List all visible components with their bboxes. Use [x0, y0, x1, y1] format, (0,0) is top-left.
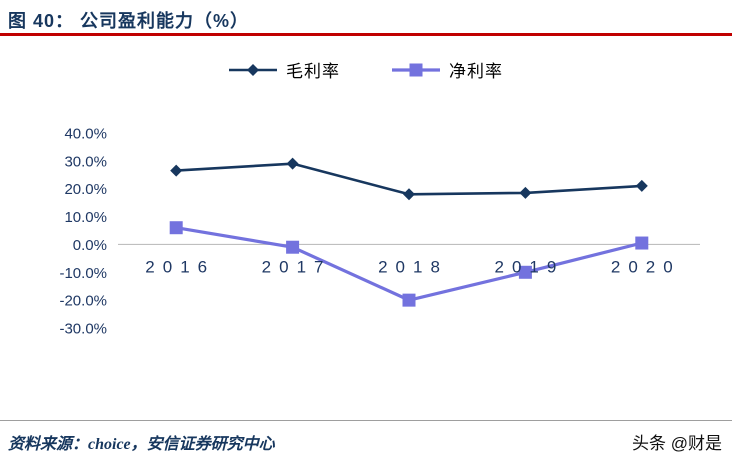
y-tick-label: 0.0%: [73, 237, 107, 254]
y-tick-label: -10.0%: [59, 265, 107, 282]
square-marker: [635, 236, 649, 250]
y-tick-label: 10.0%: [64, 209, 107, 226]
y-tick-label: 30.0%: [64, 153, 107, 170]
source-note: 资料来源：choice，安信证券研究中心: [8, 436, 275, 453]
watermark: 头条 @财是: [632, 434, 722, 453]
x-tick-label: 2019: [494, 257, 564, 276]
x-tick-label: 2017: [262, 257, 332, 276]
diamond-marker: [635, 179, 648, 192]
diamond-marker: [286, 157, 299, 170]
line-chart: 40.0% 30.0% 20.0% 10.0% 0.0% -10.0% -20.0% -30.…: [59, 126, 700, 338]
diamond-marker: [519, 186, 532, 199]
legend-item-毛利率: 毛利率: [229, 57, 340, 82]
chart-legend: 毛利率 净利率: [0, 57, 732, 82]
chart-area: 40.0% 30.0% 20.0% 10.0% 0.0% -10.0% -20.0% -30.…: [0, 100, 732, 360]
diamond-legend-marker-icon: [229, 63, 277, 76]
figure-title: 图 40： 公司盈利能力（%）: [8, 11, 250, 31]
square-marker: [169, 221, 183, 235]
title-underline-rule: [0, 33, 732, 36]
square-marker: [286, 240, 300, 254]
x-tick-label: 2020: [611, 257, 681, 276]
legend-label: 净利率: [449, 62, 503, 81]
legend-label: 毛利率: [286, 62, 340, 81]
y-tick-label: 40.0%: [64, 126, 107, 143]
x-tick-label: 2016: [145, 257, 215, 276]
diamond-marker: [170, 164, 183, 177]
square-legend-marker-icon: [392, 63, 440, 76]
figure-footer: 资料来源：choice，安信证券研究中心 头条 @财是: [0, 420, 732, 454]
x-tick-label: 2018: [378, 257, 448, 276]
diamond-marker: [403, 188, 415, 201]
y-tick-label: -20.0%: [59, 293, 107, 310]
legend-item-净利率: 净利率: [392, 57, 503, 82]
y-tick-label: -30.0%: [59, 321, 107, 338]
y-tick-label: 20.0%: [64, 181, 107, 198]
square-marker: [518, 265, 532, 279]
square-marker: [402, 293, 416, 307]
